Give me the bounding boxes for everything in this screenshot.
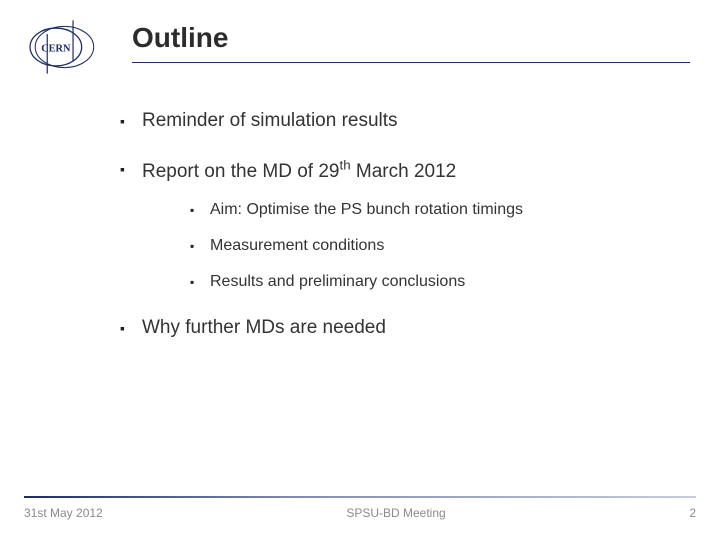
title-wrap: Outline <box>132 22 690 63</box>
footer-meeting: SPSU-BD Meeting <box>103 506 690 520</box>
footer-row: 31st May 2012 SPSU-BD Meeting 2 <box>24 506 696 520</box>
bullet-item: Why further MDs are needed <box>120 317 680 339</box>
slide: CERN Outline Reminder of simulation resu… <box>0 0 720 540</box>
bullet-subitem: Results and preliminary conclusions <box>190 273 680 291</box>
footer-rule <box>24 496 696 498</box>
bullet-list-lvl2: Aim: Optimise the PS bunch rotation timi… <box>190 201 680 291</box>
cern-logo-svg: CERN <box>18 18 104 76</box>
bullet-item: Reminder of simulation results <box>120 110 680 132</box>
bullet-text: Why further MDs are needed <box>142 317 386 338</box>
content: Reminder of simulation results Report on… <box>120 110 680 365</box>
bullet-subitem: Aim: Optimise the PS bunch rotation timi… <box>190 201 680 219</box>
bullet-list-lvl1: Reminder of simulation results Report on… <box>120 110 680 339</box>
bullet-text-fragment: March 2012 <box>351 161 457 182</box>
footer-page-number: 2 <box>689 506 696 520</box>
cern-logo: CERN <box>18 18 104 76</box>
bullet-item: Report on the MD of 29th March 2012 Aim:… <box>120 158 680 291</box>
bullet-subitem: Measurement conditions <box>190 237 680 255</box>
page-title: Outline <box>132 22 690 63</box>
footer: 31st May 2012 SPSU-BD Meeting 2 <box>24 496 696 520</box>
bullet-subtext: Measurement conditions <box>210 237 384 254</box>
bullet-text: Report on the MD of 29th March 2012 <box>142 161 456 182</box>
bullet-subtext: Aim: Optimise the PS bunch rotation timi… <box>210 201 523 218</box>
bullet-text-fragment: Report on the MD of 29 <box>142 161 340 182</box>
cern-logo-text: CERN <box>41 43 71 54</box>
bullet-sup: th <box>340 158 351 173</box>
bullet-text: Reminder of simulation results <box>142 110 398 131</box>
footer-date: 31st May 2012 <box>24 506 103 520</box>
bullet-subtext: Results and preliminary conclusions <box>210 273 465 290</box>
